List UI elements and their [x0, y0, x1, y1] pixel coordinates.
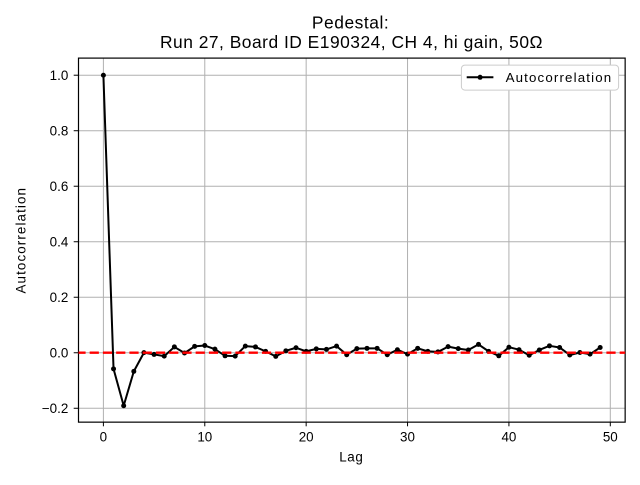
svg-text:40: 40 [501, 430, 516, 445]
svg-text:20: 20 [299, 430, 314, 445]
svg-text:0.0: 0.0 [50, 346, 69, 361]
svg-text:Autocorrelation: Autocorrelation [14, 187, 29, 294]
svg-text:Run 27, Board ID E190324, CH 4: Run 27, Board ID E190324, CH 4, hi gain,… [160, 32, 543, 52]
svg-text:−0.2: −0.2 [42, 401, 68, 416]
svg-text:Lag: Lag [339, 449, 363, 464]
svg-text:0.2: 0.2 [50, 290, 69, 305]
svg-text:50: 50 [603, 430, 618, 445]
svg-text:30: 30 [400, 430, 415, 445]
svg-text:10: 10 [197, 430, 212, 445]
svg-text:Pedestal:: Pedestal: [312, 12, 389, 32]
svg-text:1.0: 1.0 [50, 68, 69, 83]
svg-text:Autocorrelation: Autocorrelation [506, 70, 613, 85]
svg-text:0.6: 0.6 [50, 179, 69, 194]
svg-text:0: 0 [100, 430, 107, 445]
svg-text:0.8: 0.8 [50, 123, 69, 138]
svg-text:0.4: 0.4 [50, 234, 69, 249]
